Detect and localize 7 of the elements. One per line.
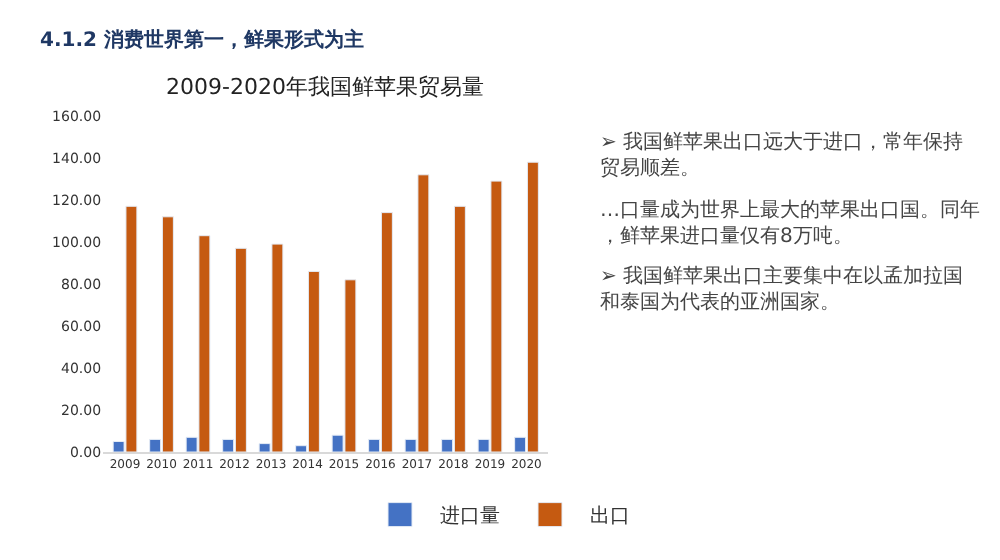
text: …口量成为世界上最大的苹果出口国。同年，鲜苹果进口量仅有8万吨。 <box>600 198 980 248</box>
legend-label: 出口 <box>590 504 630 529</box>
chart-subtitle: 4.1.2 消费世界第一，鲜果形式为主 <box>40 28 364 52</box>
chart-title: 2009-2020年我国鲜苹果贸易量 <box>166 74 484 100</box>
text: ➢ 我国鲜苹果出口远大于进口，常年保持贸易顺差。 <box>600 130 964 180</box>
legend-label: 进口量 <box>440 504 500 529</box>
text: ➢ 我国鲜苹果出口主要集中在以孟加拉国和泰国为代表的亚洲国家。 <box>600 264 964 314</box>
